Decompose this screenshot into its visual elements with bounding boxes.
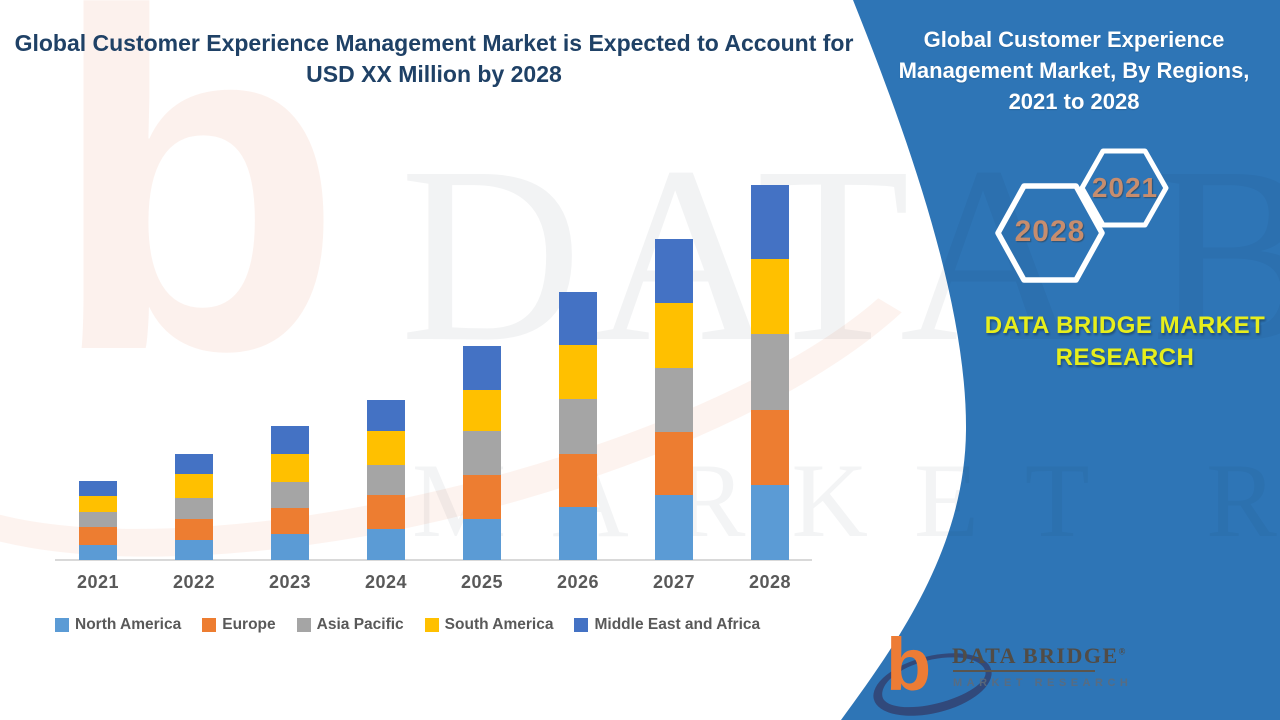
chart-legend: North America Europe Asia Pacific South Ame…: [55, 616, 821, 634]
bar-segment-2026-asia-pacific: [559, 399, 597, 454]
x-axis-line: [55, 559, 812, 561]
bar-segment-2022-europe: [175, 519, 213, 540]
bar-segment-2024-north-america: [367, 529, 405, 560]
registered-trademark-icon: ®: [1118, 646, 1127, 657]
page-title-line2: USD XX Million by 2028: [306, 61, 562, 87]
bar-segment-2028-south-america: [751, 259, 789, 334]
bar-segment-2023-asia-pacific: [271, 482, 309, 508]
x-axis-label-2024: 2024: [364, 572, 408, 592]
bar-segment-2027-south-america: [655, 303, 693, 368]
legend-swatch-icon: [296, 618, 311, 632]
logo-brand-text: DATA BRIDGE®: [952, 643, 1127, 669]
bar-segment-2023-europe: [271, 508, 309, 534]
bar-segment-2022-south-america: [175, 474, 213, 498]
legend-item-north-america: North America: [55, 616, 181, 634]
bar-segment-2024-south-america: [367, 431, 405, 465]
bar-segment-2023-north-america: [271, 534, 309, 560]
bar-segment-2024-middle-east-and-africa: [367, 400, 405, 431]
bar-segment-2027-north-america: [655, 495, 693, 560]
x-axis-label-2028: 2028: [748, 572, 792, 592]
bar-segment-2026-north-america: [559, 507, 597, 560]
legend-swatch-icon: [574, 618, 589, 632]
legend-label: Middle East and Africa: [594, 616, 761, 633]
x-axis-label-2021: 2021: [76, 572, 120, 592]
bar-segment-2028-asia-pacific: [751, 334, 789, 410]
page-title-line1: Global Customer Experience Management Ma…: [14, 30, 854, 56]
bar-segment-2021-europe: [79, 527, 117, 545]
legend-item-europe: Europe: [202, 616, 276, 634]
legend-swatch-icon: [55, 618, 69, 632]
watermark-text-data-bridge: DATA BRIDGE: [400, 114, 1280, 394]
bar-segment-2025-north-america: [463, 519, 501, 560]
bar-segment-2026-europe: [559, 454, 597, 507]
bar-segment-2025-middle-east-and-africa: [463, 346, 501, 390]
panel-title-line3: 2021 to 2028: [1008, 89, 1140, 114]
legend-swatch-icon: [424, 618, 439, 632]
bar-segment-2022-asia-pacific: [175, 498, 213, 519]
bar-segment-2025-south-america: [463, 390, 501, 431]
bar-segment-2024-asia-pacific: [367, 465, 405, 495]
brand-name-text: DATA BRIDGE MARKET RESEARCH: [950, 310, 1280, 374]
legend-label: Europe: [222, 616, 276, 633]
x-axis-label-2023: 2023: [268, 572, 312, 592]
bar-segment-2027-asia-pacific: [655, 368, 693, 432]
bar-segment-2021-middle-east-and-africa: [79, 481, 117, 496]
bar-segment-2023-middle-east-and-africa: [271, 426, 309, 454]
bar-segment-2027-middle-east-and-africa: [655, 239, 693, 303]
bar-segment-2027-europe: [655, 432, 693, 495]
x-axis-label-2022: 2022: [172, 572, 216, 592]
bar-segment-2023-south-america: [271, 454, 309, 482]
legend-item-asia-pacific: Asia Pacific: [296, 616, 404, 634]
bar-segment-2024-europe: [367, 495, 405, 529]
x-axis-label-2025: 2025: [460, 572, 504, 592]
bar-segment-2028-north-america: [751, 485, 789, 560]
bar-segment-2021-north-america: [79, 545, 117, 560]
x-axis-label-2026: 2026: [556, 572, 600, 592]
bar-segment-2028-europe: [751, 410, 789, 485]
x-axis-label-2027: 2027: [652, 572, 696, 592]
legend-label: South America: [444, 616, 554, 633]
hexagon-2028: [995, 183, 1105, 283]
legend-item-middle-east-and-africa: Middle East and Africa: [574, 616, 760, 634]
brand-name-line2: RESEARCH: [1055, 344, 1195, 371]
watermark-text-market-research: MARKET RESEARCH: [412, 448, 1280, 554]
legend-label: Asia Pacific: [316, 616, 404, 633]
bar-segment-2025-asia-pacific: [463, 431, 501, 475]
bar-segment-2026-south-america: [559, 345, 597, 399]
panel-title-line2: Management Market, By Regions,: [898, 58, 1250, 83]
logo-underline: [953, 670, 1095, 672]
legend-item-south-america: South America: [424, 616, 554, 634]
logo-brand-name: DATA BRIDGE: [952, 643, 1119, 668]
bar-segment-2026-middle-east-and-africa: [559, 292, 597, 345]
hexagon-2021-label: 2021: [1091, 172, 1159, 203]
year-hexagons: [995, 148, 1169, 283]
bar-segment-2028-middle-east-and-africa: [751, 185, 789, 259]
bar-segment-2022-middle-east-and-africa: [175, 454, 213, 474]
legend-swatch-icon: [202, 618, 217, 632]
watermark-b-monogram: b: [50, 0, 344, 450]
panel-title: Global Customer Experience Management Ma…: [875, 24, 1273, 117]
logo-b-monogram-icon: b: [886, 623, 932, 706]
panel-title-line1: Global Customer Experience: [923, 27, 1225, 52]
bar-segment-2025-europe: [463, 475, 501, 519]
hexagon-2021: [1079, 148, 1169, 228]
brand-name-line1: DATA BRIDGE MARKET: [984, 312, 1266, 339]
logo-tagline: MARKET RESEARCH: [953, 677, 1133, 689]
blue-panel-shape: [841, 0, 1280, 720]
hexagon-2028-label: 2028: [1014, 215, 1086, 248]
legend-label: North America: [75, 616, 182, 633]
bar-segment-2021-asia-pacific: [79, 512, 117, 527]
bar-segment-2022-north-america: [175, 540, 213, 560]
bar-segment-2021-south-america: [79, 496, 117, 512]
page-title: Global Customer Experience Management Ma…: [6, 28, 862, 90]
